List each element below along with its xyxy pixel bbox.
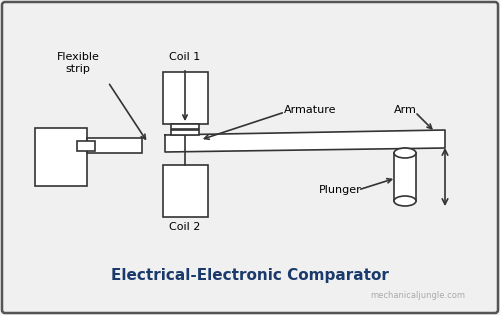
Text: Coil 2: Coil 2	[170, 222, 200, 232]
Bar	[171, 130, 199, 135]
Bar	[162, 72, 208, 124]
Text: mechanicaljungle.com: mechanicaljungle.com	[370, 291, 465, 300]
Ellipse shape	[394, 148, 416, 158]
Text: Flexible
strip: Flexible strip	[56, 52, 100, 74]
Bar	[87, 138, 142, 153]
Bar	[171, 124, 199, 129]
Bar	[162, 165, 208, 217]
Text: Arm: Arm	[394, 105, 416, 115]
Text: Electrical-Electronic Comparator: Electrical-Electronic Comparator	[111, 268, 389, 283]
Text: Plunger: Plunger	[318, 185, 362, 195]
Bar	[394, 153, 416, 201]
Text: Coil 1: Coil 1	[170, 52, 200, 62]
Polygon shape	[165, 130, 445, 152]
Text: Armature: Armature	[284, 105, 336, 115]
Bar	[77, 141, 95, 151]
Ellipse shape	[394, 196, 416, 206]
Bar	[35, 128, 87, 186]
FancyBboxPatch shape	[2, 2, 498, 313]
